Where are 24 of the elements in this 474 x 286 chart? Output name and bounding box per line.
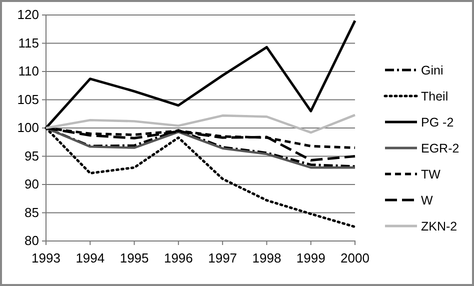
y-tick-label: 105 xyxy=(17,92,39,107)
legend-label: PG -2 xyxy=(421,116,454,130)
x-tick-label: 1997 xyxy=(208,250,238,266)
y-tick-label: 85 xyxy=(24,204,39,220)
y-tick-label: 100 xyxy=(17,120,39,136)
x-tick-label: 1993 xyxy=(32,250,60,266)
legend-label: Gini xyxy=(421,64,444,78)
legend-label: W xyxy=(421,194,433,208)
legend-label: TW xyxy=(421,168,441,182)
x-tick-label: 1998 xyxy=(252,250,282,266)
y-tick-label: 115 xyxy=(18,35,39,50)
y-tick-label: 80 xyxy=(24,233,39,248)
x-tick-label: 1995 xyxy=(120,250,149,266)
x-tick-label: 1999 xyxy=(296,250,326,266)
y-tick-label: 95 xyxy=(24,148,39,164)
x-tick-label: 1996 xyxy=(164,250,193,266)
y-tick-label: 120 xyxy=(17,7,39,22)
legend-label: ZKN-2 xyxy=(421,220,458,234)
legend-label: Theil xyxy=(421,90,448,104)
legend-label: EGR-2 xyxy=(421,142,460,156)
y-tick-label: 110 xyxy=(18,64,39,79)
x-tick-label: 1994 xyxy=(76,250,105,266)
y-tick-label: 90 xyxy=(24,176,39,192)
x-tick-label: 2000 xyxy=(340,250,370,266)
